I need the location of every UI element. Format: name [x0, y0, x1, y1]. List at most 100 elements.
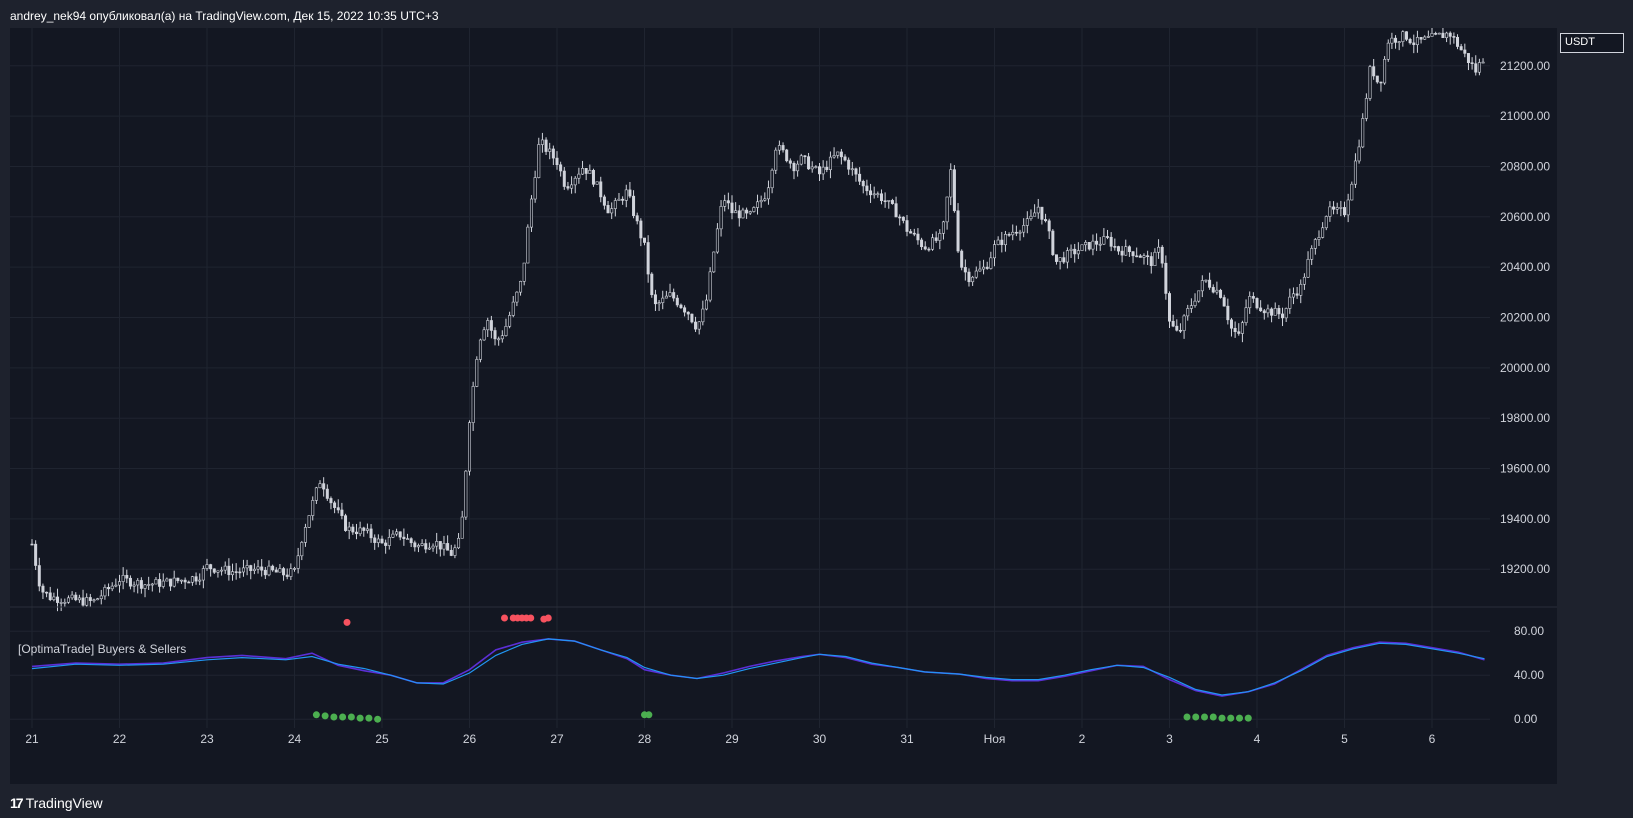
candle-body	[453, 547, 457, 556]
chart-canvas[interactable]: 21200.00 21000.00 20800.00 20600.00 20400.00…	[10, 28, 1557, 784]
candle-body	[1142, 255, 1146, 258]
candle-body	[475, 359, 479, 387]
candle-body	[1102, 236, 1106, 245]
candle-body	[347, 526, 351, 531]
buyer-signal-dot	[330, 713, 338, 721]
candle-body	[1302, 276, 1306, 285]
candle-body	[1466, 53, 1470, 64]
candle-body	[909, 231, 913, 234]
candle-body	[562, 170, 566, 187]
candle-body	[413, 542, 417, 548]
candle-body	[916, 233, 920, 241]
candle-body	[139, 580, 143, 589]
candle-body	[114, 584, 118, 587]
candle-body	[1040, 206, 1044, 220]
candle-body	[923, 246, 927, 250]
candle-body	[869, 190, 873, 196]
buyer-signal-dot	[312, 711, 320, 719]
candle-body	[803, 155, 807, 158]
candle-body	[1219, 289, 1223, 298]
candle-body	[365, 528, 369, 531]
candle-body	[103, 587, 107, 597]
time-axis: 21 22 23 24 25 26 27 28 29 30 31 Ноя 2 3 4 5 6	[25, 732, 1435, 746]
buyer-signal-dot	[1244, 714, 1252, 722]
candle-body	[591, 169, 595, 185]
oscillator-tick-label: 0.00	[1514, 712, 1538, 726]
candle-body	[635, 215, 639, 222]
candle-body	[759, 200, 763, 203]
candle-body	[529, 198, 533, 228]
candle-body	[1160, 246, 1164, 264]
candle-body	[872, 193, 876, 196]
price-tick-label: 20200.00	[1500, 311, 1550, 325]
candle-body	[1459, 46, 1463, 51]
price-candles	[30, 28, 1485, 612]
candle-body	[581, 168, 585, 175]
time-tick-label: 30	[813, 732, 827, 746]
candle-body	[1135, 255, 1139, 258]
candle-body	[613, 200, 617, 209]
time-tick-label: 24	[288, 732, 302, 746]
candle-body	[1415, 37, 1419, 46]
footer-brand[interactable]: 17 TradingView	[10, 795, 103, 811]
candle-body	[559, 164, 563, 172]
time-tick-label: 6	[1429, 732, 1436, 746]
candle-body	[322, 483, 326, 490]
candle-body	[1240, 322, 1244, 334]
candle-body	[584, 168, 588, 174]
candle-body	[45, 591, 49, 594]
indicator-name[interactable]: [OptimaTrade] Buyers & Sellers	[18, 642, 187, 656]
candle-body	[1007, 234, 1011, 236]
candle-body	[1379, 81, 1383, 84]
candle-body	[1324, 216, 1328, 229]
candle-body	[777, 145, 781, 151]
candle-body	[1383, 58, 1387, 84]
candle-body	[941, 221, 945, 234]
price-tick-label: 19800.00	[1500, 411, 1550, 425]
buyer-signal-dot	[1183, 713, 1191, 721]
candle-body	[449, 549, 453, 556]
time-tick-label: 26	[463, 732, 477, 746]
candle-body	[1372, 66, 1376, 77]
candle-body	[1018, 231, 1022, 234]
candle-body	[121, 574, 125, 582]
candle-body	[300, 542, 304, 557]
price-tick-label: 19200.00	[1500, 562, 1550, 576]
time-tick-label: 29	[725, 732, 739, 746]
candle-body	[1394, 37, 1398, 43]
candle-body	[1087, 242, 1091, 250]
candle-body	[858, 173, 862, 182]
candle-body	[799, 155, 803, 165]
time-tick-label: 5	[1341, 732, 1348, 746]
chart-panel[interactable]: 21200.00 21000.00 20800.00 20600.00 20400.00…	[10, 28, 1557, 784]
candle-body	[1065, 250, 1069, 263]
candle-body	[931, 237, 935, 250]
candle-body	[1193, 300, 1197, 306]
candle-body	[555, 157, 559, 166]
candle-body	[792, 162, 796, 172]
candle-body	[890, 200, 894, 204]
candle-body	[81, 597, 85, 606]
candle-body	[668, 292, 672, 297]
candle-body	[48, 592, 52, 601]
candle-body	[661, 297, 665, 303]
candle-body	[194, 576, 198, 582]
candle-body	[245, 565, 249, 569]
candle-body	[701, 308, 705, 323]
candle-body	[198, 579, 202, 582]
candle-body	[249, 565, 253, 571]
candle-body	[354, 531, 358, 535]
candle-body	[1350, 183, 1354, 201]
candle-body	[402, 536, 406, 539]
candle-body	[996, 239, 1000, 245]
candle-body	[416, 545, 420, 548]
candle-body	[493, 330, 497, 340]
candle-body	[1014, 231, 1018, 234]
candle-body	[624, 189, 628, 201]
candle-body	[274, 569, 278, 573]
candle-body	[683, 307, 687, 313]
candle-body	[817, 166, 821, 175]
candle-body	[1390, 37, 1394, 44]
candle-body	[628, 189, 632, 197]
time-tick-label: 23	[200, 732, 214, 746]
